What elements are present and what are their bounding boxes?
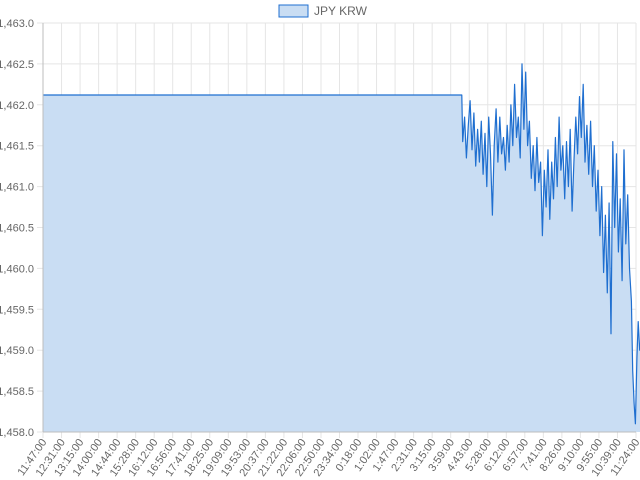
axes [42, 23, 636, 433]
y-tick-label: 1,461.5 [0, 141, 34, 153]
series-area [43, 63, 640, 432]
y-tick-label: 1,458.0 [0, 427, 34, 439]
y-tick-label: 1,459.5 [0, 304, 34, 316]
legend-label: JPY KRW [314, 4, 368, 18]
x-axis-ticks: 11:47:0012:31:0013:15:0014:00:0014:44:00… [16, 437, 640, 479]
y-tick-label: 1,461.0 [0, 182, 34, 194]
y-tick-label: 1,463.0 [0, 18, 34, 30]
y-axis-ticks: 1,458.0 1,458.5 1,459.0 1,459.5 1,460.0 1,460… [0, 18, 34, 439]
y-tick-label: 1,458.5 [0, 386, 34, 398]
y-tick-label: 1,462.0 [0, 100, 34, 112]
y-tick-label: 1,459.0 [0, 345, 34, 357]
y-tick-label: 1,460.0 [0, 263, 34, 275]
series-fill [43, 63, 640, 432]
legend-swatch [278, 4, 309, 18]
legend[interactable]: JPY KRW [278, 4, 368, 18]
series-line [43, 63, 640, 425]
y-tick-label: 1,460.5 [0, 223, 34, 235]
y-tick-label: 1,462.5 [0, 59, 34, 71]
